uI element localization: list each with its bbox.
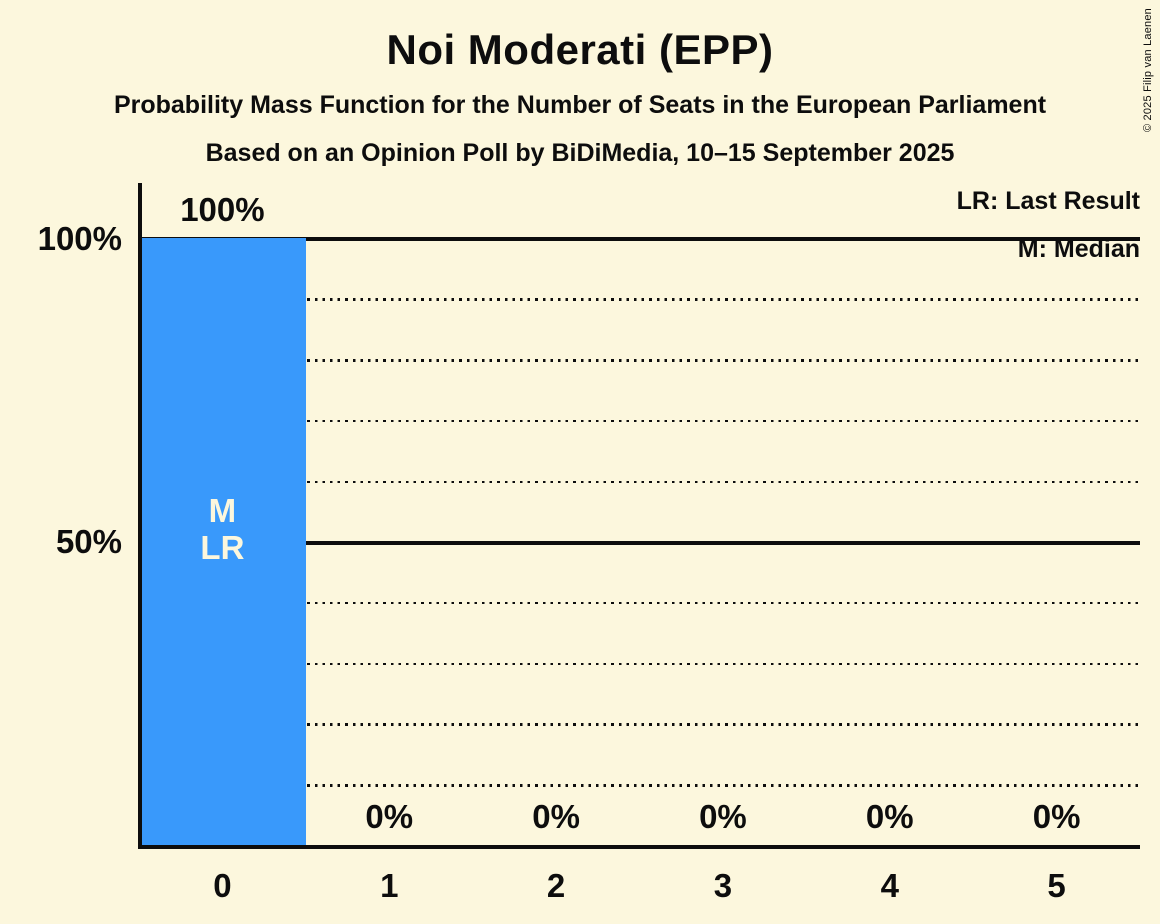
gridline-dotted-80 bbox=[140, 359, 1140, 362]
gridline-solid-100 bbox=[140, 237, 1140, 241]
gridline-dotted-30 bbox=[140, 662, 1140, 666]
gridline-dotted-10 bbox=[140, 784, 1140, 787]
x-axis-line bbox=[138, 845, 1140, 849]
value-label-0: 100% bbox=[180, 191, 265, 228]
bar-median-lastresult-marker: M LR bbox=[139, 239, 306, 846]
gridline-dotted-70 bbox=[140, 419, 1140, 423]
chart-subtitle-line2: Based on an Opinion Poll by BiDiMedia, 1… bbox=[205, 139, 955, 167]
gridline-dotted-60 bbox=[140, 480, 1140, 484]
y-tick-50: 50% bbox=[55, 523, 122, 560]
x-tick-2: 2 bbox=[546, 867, 566, 904]
value-label-4: 0% bbox=[865, 798, 914, 835]
gridline-solid-50 bbox=[140, 540, 1140, 545]
x-tick-4: 4 bbox=[880, 867, 899, 904]
x-tick-5: 5 bbox=[1047, 867, 1066, 904]
x-tick-1: 1 bbox=[380, 867, 399, 904]
bar-seats-0 bbox=[140, 238, 306, 847]
value-label-1: 0% bbox=[365, 798, 414, 835]
chart-subtitle-line1: Probability Mass Function for the Number… bbox=[113, 91, 1047, 119]
legend-median: M: Median bbox=[1017, 235, 1140, 263]
gridline-dotted-40 bbox=[140, 601, 1140, 605]
value-label-5: 0% bbox=[1032, 798, 1081, 835]
y-tick-100: 100% bbox=[37, 219, 122, 257]
y-axis-line bbox=[138, 183, 142, 849]
chart-title: Noi Moderati (EPP) bbox=[386, 26, 774, 73]
x-tick-0: 0 bbox=[213, 867, 232, 904]
marker-label: M bbox=[208, 491, 237, 529]
x-tick-3: 3 bbox=[713, 867, 733, 904]
value-label-3: 0% bbox=[699, 798, 747, 835]
gridline-dotted-90 bbox=[140, 298, 1140, 301]
marker-label: LR bbox=[200, 528, 245, 566]
value-label-2: 0% bbox=[532, 798, 580, 835]
gridline-dotted-20 bbox=[140, 723, 1140, 726]
legend-last-result: LR: Last Result bbox=[956, 187, 1140, 215]
